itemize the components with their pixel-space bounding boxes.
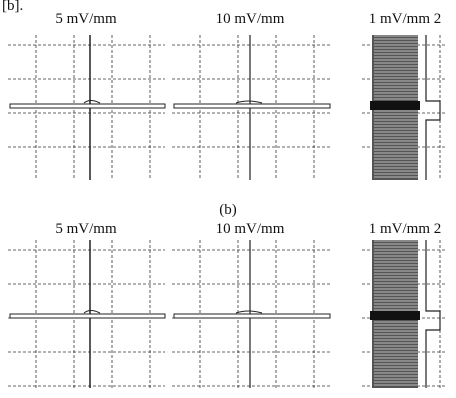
trace [236, 311, 262, 313]
panel-title: 1 mV/mm 2 [369, 11, 442, 27]
panel-title: 10 mV/mm [216, 221, 285, 237]
trace [84, 101, 100, 104]
trace [174, 314, 330, 318]
trace [10, 104, 165, 108]
figure: [b]. 5 mV/mm 10 mV/mm 1 mV/mm 2 (b) 5 mV… [0, 0, 456, 398]
trace [10, 314, 165, 318]
panel-title: 10 mV/mm [216, 11, 285, 27]
band [370, 101, 420, 110]
panel-title: 5 mV/mm [55, 221, 117, 237]
figure-label: [b]. [2, 0, 23, 14]
trace [174, 104, 330, 108]
caption: (b) [219, 202, 237, 218]
band [370, 311, 420, 320]
trace [426, 35, 440, 180]
trace [84, 311, 100, 314]
trace [426, 240, 440, 388]
panel-title: 1 mV/mm 2 [369, 221, 442, 237]
panel-title: 5 mV/mm [55, 11, 117, 27]
trace [236, 101, 262, 103]
